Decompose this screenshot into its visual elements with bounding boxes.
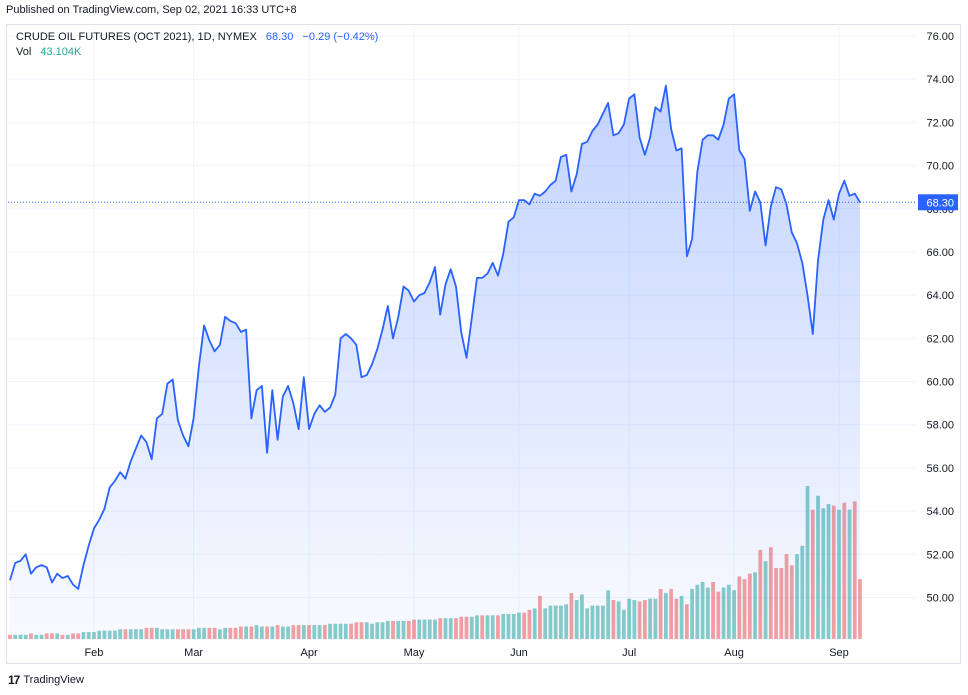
y-tick-label: 72.00 — [926, 117, 954, 129]
chart-frame — [6, 24, 961, 664]
footer: 17 TradingView — [8, 673, 84, 687]
last-price-badge — [918, 194, 958, 211]
y-tick-label: 52.00 — [926, 549, 954, 561]
y-tick-label: 60.00 — [926, 377, 954, 389]
y-tick-label: 50.00 — [926, 593, 954, 605]
price-area — [10, 85, 860, 640]
y-tick-label: 62.00 — [926, 333, 954, 345]
volume-legend: Vol 43.104K — [16, 46, 81, 58]
y-tick-label: 70.00 — [926, 161, 954, 173]
y-tick-label: 58.00 — [926, 420, 954, 432]
x-tick-label: Feb — [84, 647, 103, 659]
y-tick-label: 66.00 — [926, 247, 954, 259]
brand-name: TradingView — [23, 674, 84, 686]
symbol-title: CRUDE OIL FUTURES (OCT 2021), 1D, NYMEX — [16, 31, 257, 43]
tradingview-logo-icon: 17 — [8, 673, 20, 687]
chart-legend: CRUDE OIL FUTURES (OCT 2021), 1D, NYMEX … — [16, 31, 378, 43]
x-axis: Feb Mar Apr May Jun Jul Aug Sep — [84, 647, 848, 659]
volume-value: 43.104K — [40, 46, 82, 58]
last-price-badge-text: 68.30 — [926, 197, 954, 209]
y-axis: 50.00 52.00 54.00 56.00 58.00 60.00 62.00 64.00… — [926, 31, 954, 605]
last-price: 68.30 — [265, 31, 294, 43]
price-line — [9, 84, 861, 590]
x-tick-label: May — [404, 647, 425, 659]
y-tick-label: 74.00 — [926, 74, 954, 86]
x-tick-label: Sep — [829, 647, 849, 659]
x-tick-label: Jun — [510, 647, 528, 659]
y-tick-label: 56.00 — [926, 463, 954, 475]
x-tick-label: Aug — [724, 647, 744, 659]
price-change: −0.29 (−0.42%) — [302, 31, 379, 43]
y-tick-label: 64.00 — [926, 290, 954, 302]
y-tick-label: 76.00 — [926, 31, 954, 43]
y-tick-label: 54.00 — [926, 506, 954, 518]
last-price-label: 68.30 — [918, 194, 958, 211]
x-tick-label: Jul — [622, 647, 636, 659]
x-tick-label: Apr — [301, 647, 318, 659]
volume-label: Vol — [16, 46, 32, 58]
published-note: Published on TradingView.com, Sep 02, 20… — [6, 4, 297, 16]
x-tick-label: Mar — [184, 647, 203, 659]
